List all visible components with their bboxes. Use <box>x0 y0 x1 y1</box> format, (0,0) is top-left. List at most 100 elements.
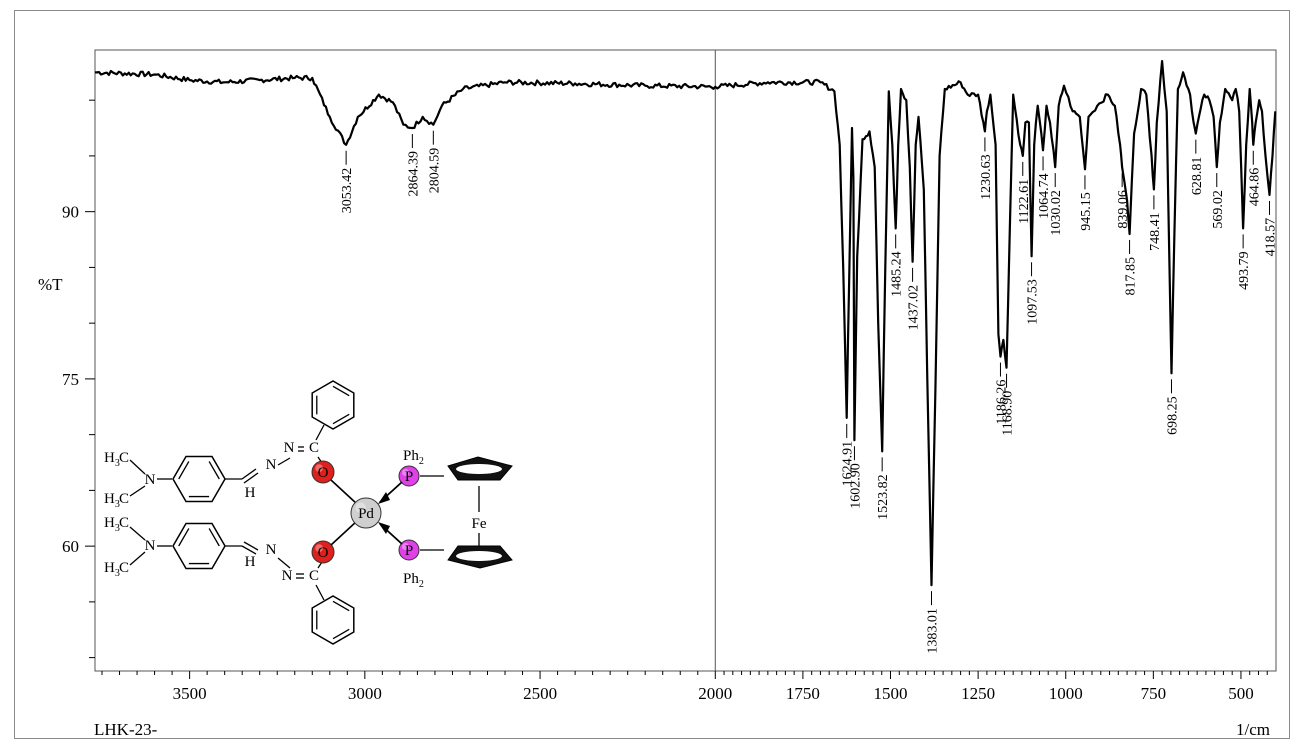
x-tick-label: 3500 <box>173 684 207 703</box>
peak-label: 1030.02 <box>1049 190 1064 236</box>
x-tick-label: 1500 <box>874 684 908 703</box>
dative-arrowhead <box>378 522 390 534</box>
benzene-ring-lower-right <box>311 595 355 645</box>
bond <box>129 526 146 541</box>
oxygen-atom-upper-label: O <box>318 465 329 481</box>
dative-arrowhead <box>378 492 390 504</box>
o-pd-bond <box>330 520 358 546</box>
methyl-label: H3 <box>104 560 120 579</box>
iron-label: Fe <box>472 516 487 532</box>
peak-label: 2864.39 <box>406 151 421 197</box>
spectrum-line <box>94 59 1277 587</box>
methyl-label: H3 <box>104 515 120 534</box>
cyclopentadienyl-lower-ring-inner <box>456 551 502 561</box>
x-tick-label: 1250 <box>961 684 995 703</box>
peak-label: 1097.53 <box>1026 279 1041 325</box>
x-tick-label: 500 <box>1228 684 1254 703</box>
ph2-label-lower: Ph2 <box>403 571 424 590</box>
palladium-atom-label: Pd <box>358 506 374 522</box>
aromatic-bond <box>208 528 220 547</box>
peak-label: 464.86 <box>1247 168 1262 207</box>
x-tick-label: 1750 <box>786 684 820 703</box>
bond <box>277 457 291 466</box>
imine-h-label: H <box>245 485 256 501</box>
bond <box>243 541 259 551</box>
peak-label: 1602.90 <box>848 463 863 509</box>
oxygen-atom-upper <box>311 460 335 484</box>
ph2-label-upper: Ph2 <box>403 448 424 467</box>
x-tick-label: 2000 <box>698 684 732 703</box>
atom-highlight <box>402 469 409 476</box>
bond <box>315 584 325 601</box>
methyl-label: H3 <box>104 450 120 469</box>
methyl-carbon-label: C <box>119 515 129 531</box>
aromatic-bond <box>208 461 220 480</box>
sample-label: LHK-23- <box>94 720 158 739</box>
peak-label: 1383.01 <box>926 608 941 654</box>
atom-highlight <box>402 543 409 550</box>
peak-label: 1122.61 <box>1017 179 1032 224</box>
atom-highlight <box>355 502 366 513</box>
peak-label: 1624.91 <box>841 441 856 487</box>
bond <box>129 485 146 497</box>
bond <box>241 468 257 480</box>
bond <box>243 472 259 484</box>
y-tick-label: 60 <box>62 537 79 556</box>
palladium-atom <box>350 497 382 529</box>
chart-frame <box>14 10 1290 739</box>
bond <box>315 424 325 441</box>
benzene-ring-upper-right <box>311 380 355 430</box>
hydrazone-n-label: N <box>282 568 293 584</box>
aromatic-bond <box>332 413 350 425</box>
x-tick-label: 1000 <box>1049 684 1083 703</box>
peak-label: 628.81 <box>1190 157 1205 196</box>
peak-label: 945.15 <box>1079 192 1094 231</box>
atom-highlight <box>315 544 323 553</box>
imine-n-label: N <box>266 542 277 558</box>
benzene-ring-upper-left <box>172 455 226 503</box>
peak-label: 839.06 <box>1116 190 1131 229</box>
phosphorus-atom-upper-label: P <box>405 469 413 485</box>
y-tick-label: 75 <box>62 370 79 389</box>
amine-nitrogen-label: N <box>145 538 156 554</box>
y-tick-label: 90 <box>62 203 79 222</box>
y-axis-label: %T <box>38 275 63 294</box>
peak-label: 698.25 <box>1165 396 1180 435</box>
imine-n-label: N <box>266 457 277 473</box>
imine-h-label: H <box>245 554 256 570</box>
plot-border <box>94 49 1277 672</box>
peak-label: 1230.63 <box>979 154 994 200</box>
peak-label: 569.02 <box>1211 190 1226 229</box>
x-tick-label: 750 <box>1141 684 1167 703</box>
oxygen-atom-lower-label: O <box>318 545 329 561</box>
bond <box>277 557 291 569</box>
peak-label: 1437.02 <box>907 285 922 331</box>
phosphorus-atom-upper <box>398 465 420 487</box>
peak-label: 817.85 <box>1124 257 1139 296</box>
peak-label: 418.57 <box>1263 218 1278 257</box>
phosphorus-atom-lower <box>398 539 420 561</box>
x-axis-label: 1/cm <box>1236 720 1270 739</box>
carbonyl-c-label: C <box>309 568 319 584</box>
aromatic-bond <box>178 461 190 480</box>
peak-label: 3053.42 <box>340 168 355 214</box>
aromatic-bond <box>332 385 350 397</box>
benzene-ring-lower-left <box>172 522 226 570</box>
peak-label: 1186.26 <box>994 380 1009 425</box>
atom-highlight <box>315 464 323 472</box>
peak-label: 1064.74 <box>1037 173 1052 219</box>
x-tick-label: 2500 <box>523 684 557 703</box>
methyl-carbon-label: C <box>119 560 129 576</box>
methyl-carbon-label: C <box>119 491 129 507</box>
carbonyl-c-label: C <box>309 440 319 456</box>
peak-label: 493.79 <box>1237 251 1252 290</box>
aromatic-bond <box>332 628 350 640</box>
aromatic-bond <box>332 600 350 612</box>
bond <box>129 459 146 475</box>
phosphorus-atom-lower-label: P <box>405 543 413 559</box>
oxygen-atom-lower <box>311 540 335 564</box>
methyl-label: H3 <box>104 491 120 510</box>
hydrazone-n-label: N <box>284 440 295 456</box>
